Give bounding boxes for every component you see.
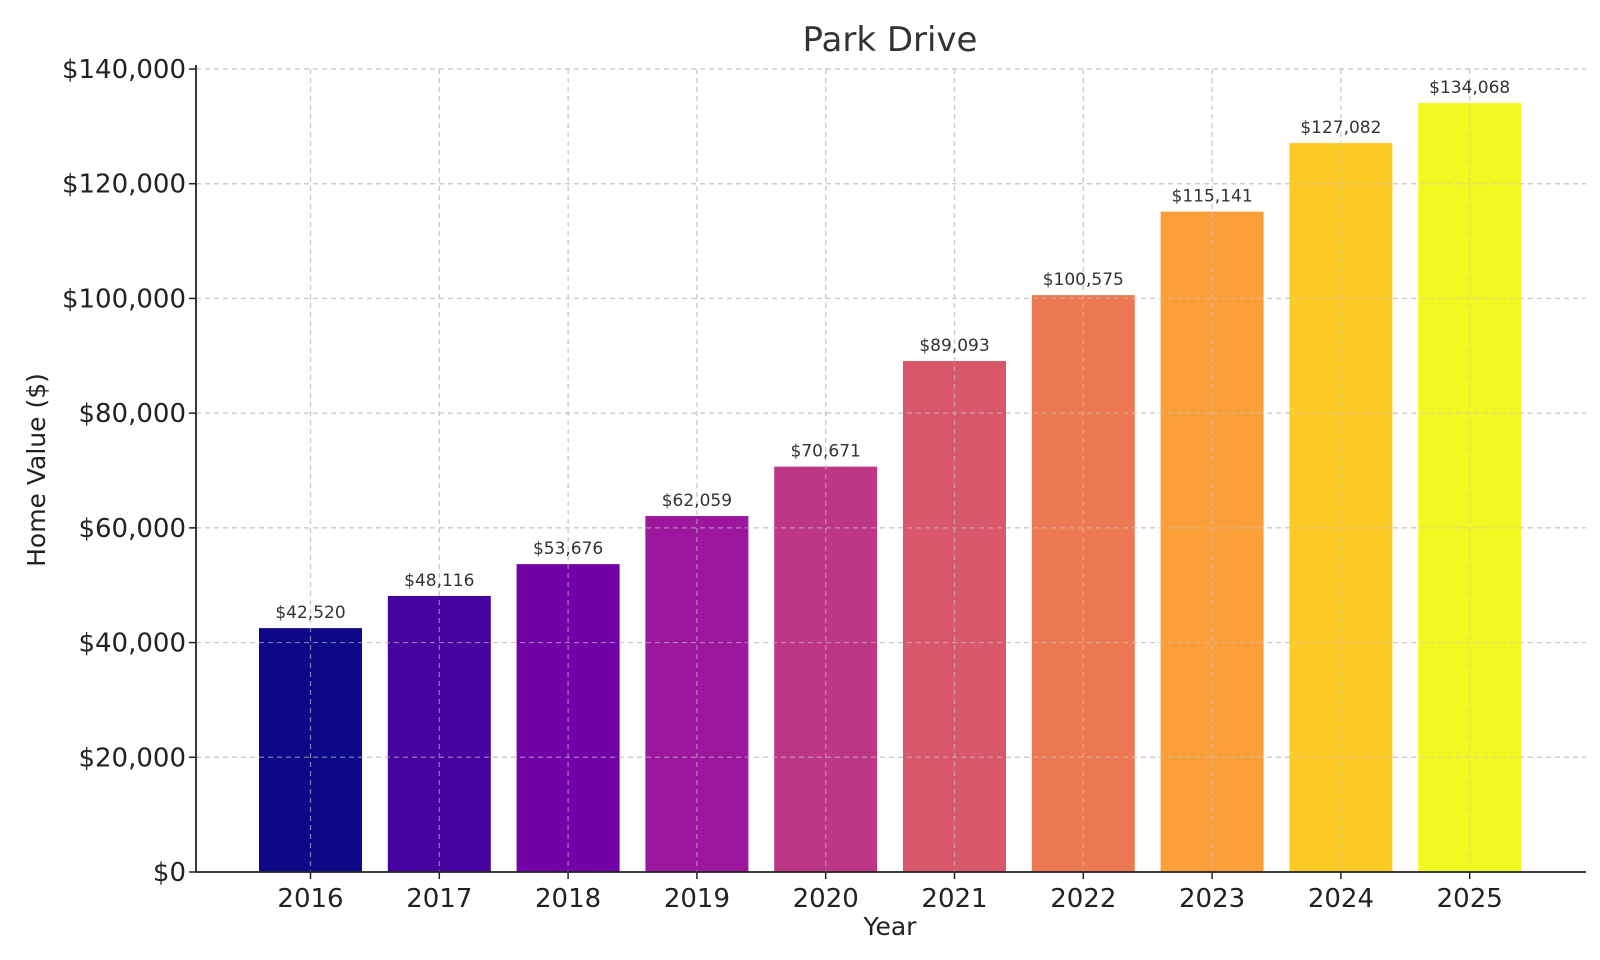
y-axis-label: Home Value ($) bbox=[22, 373, 51, 567]
data-label-2018: $53,676 bbox=[533, 539, 603, 559]
data-label-2025: $134,068 bbox=[1429, 78, 1510, 98]
x-axis-label: Year bbox=[863, 912, 918, 941]
x-tick-label-2022: 2022 bbox=[1050, 884, 1116, 914]
chart-title: Park Drive bbox=[803, 20, 978, 60]
axes bbox=[189, 65, 1586, 879]
x-tick-labels: 2016 2017 2018 2019 2020 2021 2022 2023 2024 2025 bbox=[277, 884, 1502, 914]
y-tick-label: $0 bbox=[153, 858, 186, 888]
y-tick-label: $140,000 bbox=[62, 55, 186, 85]
bar-2020 bbox=[774, 466, 878, 872]
x-tick-label-2017: 2017 bbox=[406, 884, 472, 914]
y-tick-label: $80,000 bbox=[78, 399, 186, 429]
bar-2016 bbox=[259, 628, 362, 872]
y-tick-label: $20,000 bbox=[78, 743, 186, 773]
y-tick-label: $100,000 bbox=[62, 284, 186, 314]
y-tick-label: $120,000 bbox=[62, 170, 186, 200]
bar-2024 bbox=[1289, 143, 1393, 872]
x-tick-label-2024: 2024 bbox=[1308, 884, 1374, 914]
data-labels: $42,520 $48,116 $53,676 $62,059 $70,671 $89,0… bbox=[275, 78, 1510, 623]
bars bbox=[259, 103, 1522, 873]
data-label-2019: $62,059 bbox=[662, 491, 732, 511]
x-tick-label-2020: 2020 bbox=[793, 884, 859, 914]
y-tick-label: $40,000 bbox=[78, 629, 186, 659]
x-tick-label-2023: 2023 bbox=[1179, 884, 1245, 914]
y-tick-label: $60,000 bbox=[78, 514, 186, 544]
x-tick-label-2016: 2016 bbox=[277, 884, 343, 914]
data-label-2016: $42,520 bbox=[275, 603, 345, 623]
data-label-2022: $100,575 bbox=[1043, 270, 1124, 290]
x-tick-label-2018: 2018 bbox=[535, 884, 601, 914]
y-tick-labels: $0 $20,000 $40,000 $60,000 $80,000 $100,000 $1… bbox=[62, 55, 186, 888]
data-label-2024: $127,082 bbox=[1300, 118, 1381, 138]
data-label-2017: $48,116 bbox=[404, 571, 474, 591]
data-label-2021: $89,093 bbox=[919, 336, 989, 356]
data-label-2023: $115,141 bbox=[1172, 187, 1253, 207]
data-label-2020: $70,671 bbox=[791, 442, 861, 462]
bar-2021 bbox=[903, 360, 1006, 872]
x-tick-label-2021: 2021 bbox=[921, 884, 987, 914]
x-tick-label-2019: 2019 bbox=[664, 884, 730, 914]
x-tick-label-2025: 2025 bbox=[1437, 884, 1503, 914]
